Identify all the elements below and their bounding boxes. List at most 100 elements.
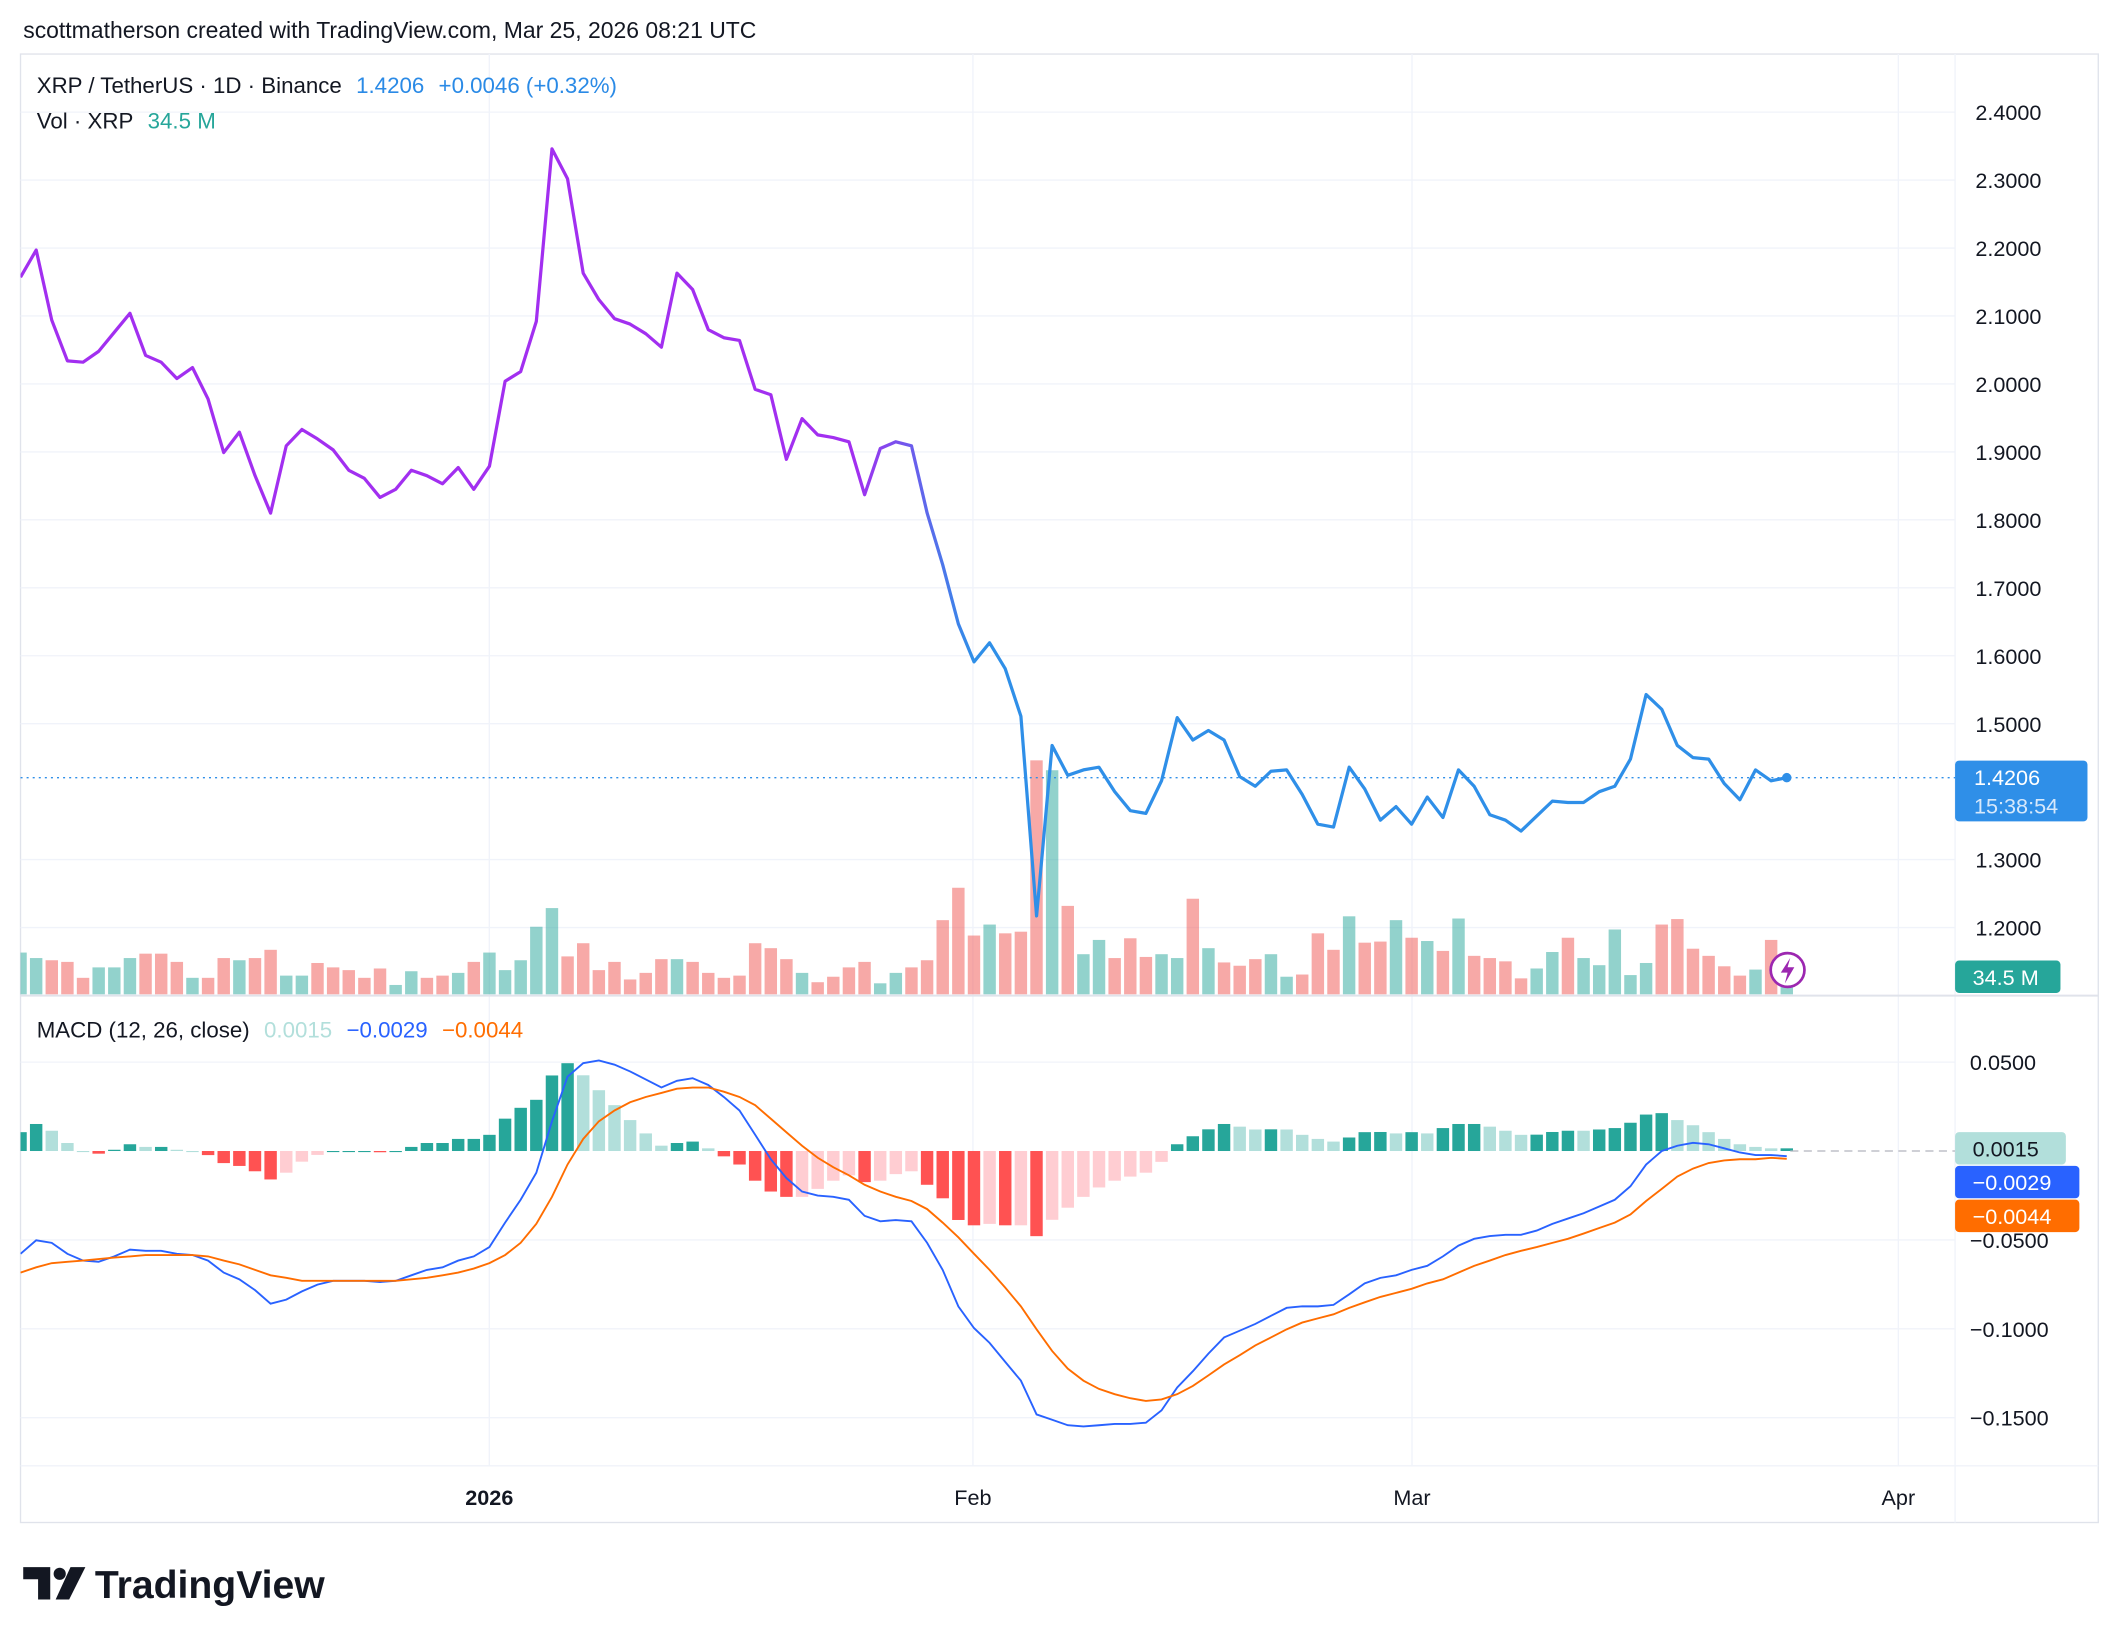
volume-bar — [342, 970, 355, 995]
volume-bar — [29, 958, 43, 995]
macd-histogram-bar — [264, 1151, 277, 1180]
macd-histogram-bar — [858, 1151, 871, 1183]
volume-bar — [577, 943, 590, 995]
price-line — [20, 147, 1788, 918]
macd-histogram-bar — [733, 1151, 746, 1165]
macd-histogram-bar — [1030, 1151, 1043, 1237]
volume-bar — [1374, 941, 1387, 995]
volume-bar — [733, 975, 746, 995]
macd-histogram-bar — [1186, 1136, 1200, 1152]
price-tick-label: 2.4000 — [1975, 100, 2041, 125]
volume-bar — [1639, 962, 1653, 995]
tradingview-logo-icon — [23, 1567, 86, 1600]
volume-bar — [358, 977, 371, 995]
macd-histogram-bar — [670, 1143, 684, 1152]
bar-countdown: 15:38:54 — [1974, 793, 2058, 818]
macd-tick-label: 0.0500 — [1970, 1050, 2036, 1075]
macd-histogram-bar — [655, 1145, 668, 1152]
macd-histogram-bar — [936, 1151, 949, 1199]
volume-bar — [123, 958, 137, 995]
last-price-dot — [1782, 772, 1792, 783]
macd-histogram — [20, 1063, 1793, 1237]
volume-bar — [467, 961, 481, 995]
volume-bar — [686, 961, 699, 995]
macd-histogram-bar — [451, 1138, 465, 1152]
macd-histogram-bar — [498, 1118, 512, 1152]
macd-histogram-bar — [29, 1123, 43, 1152]
volume-bar — [108, 967, 121, 995]
macd-histogram-bar — [1671, 1120, 1684, 1152]
macd-histogram-bar — [92, 1151, 105, 1154]
volume-bar — [639, 972, 652, 995]
volume-bar — [1499, 961, 1512, 995]
macd-histogram-bar — [1155, 1151, 1168, 1162]
macd-histogram-bar — [1514, 1134, 1528, 1152]
volume-bar — [1311, 933, 1325, 995]
macd-tick-label: −0.0500 — [1970, 1228, 2049, 1253]
price-tick-label: 2.3000 — [1975, 168, 2041, 193]
volume-bar — [780, 959, 793, 995]
volume-bar — [76, 977, 90, 995]
time-axis[interactable]: 2026 Feb Mar Apr — [465, 1485, 1915, 1510]
price-tick-label: 1.3000 — [1975, 848, 2041, 873]
volume-bar — [1342, 916, 1356, 995]
volume-bar — [967, 935, 981, 995]
volume-bar — [61, 961, 74, 995]
volume-bar — [436, 975, 449, 995]
macd-histogram-bar — [764, 1151, 778, 1192]
price-tick-label: 1.8000 — [1975, 508, 2041, 533]
volume-bar — [1327, 949, 1340, 995]
price-tick-label: 1.9000 — [1975, 440, 2041, 465]
volume-bar — [1624, 975, 1637, 995]
volume-bar — [1170, 958, 1184, 995]
macd-histogram-bar — [1077, 1151, 1090, 1197]
macd-histogram-bar — [905, 1151, 918, 1172]
volume-bar — [655, 959, 668, 995]
volume-bar — [1202, 948, 1215, 995]
macd-histogram-bar — [545, 1075, 559, 1152]
tradingview-logo[interactable]: TradingView — [23, 1564, 325, 1607]
volume-bar — [1733, 975, 1747, 995]
macd-histogram-bar — [780, 1151, 793, 1197]
macd-histogram-bar — [1045, 1151, 1059, 1220]
macd-signal-label: −0.0044 — [1955, 1199, 2080, 1233]
macd-histogram-bar — [514, 1107, 527, 1152]
volume-bar — [201, 977, 215, 995]
macd-histogram-bar — [358, 1151, 371, 1153]
volume-bar — [1671, 919, 1684, 995]
macd-histogram-bar — [233, 1151, 246, 1166]
macd-histogram-bar — [311, 1151, 324, 1155]
volume-bar — [1421, 941, 1434, 995]
macd-legend[interactable]: MACD (12, 26, close) 0.0015 −0.0029 −0.0… — [37, 1018, 523, 1043]
price-axis[interactable]: 2.4000 2.3000 2.2000 2.1000 2.0000 1.9000 1.80… — [1975, 100, 2041, 940]
macd-histogram-bar — [1452, 1123, 1465, 1152]
volume-legend[interactable]: Vol · XRP 34.5 M — [37, 108, 216, 133]
volume-bar — [1389, 920, 1403, 995]
volume-bar — [1436, 950, 1450, 995]
macd-histogram-bar — [45, 1130, 58, 1152]
price-tick-label: 2.2000 — [1975, 236, 2041, 261]
macd-histogram-bar — [295, 1151, 309, 1162]
volume-bar — [295, 975, 309, 995]
alert-button[interactable] — [1769, 951, 1806, 989]
macd-histogram-bar — [623, 1120, 637, 1152]
macd-histogram-bar — [1467, 1123, 1481, 1152]
macd-histogram-bar — [952, 1151, 965, 1220]
volume-bar — [45, 960, 58, 995]
volume-bar — [1092, 939, 1106, 995]
symbol-legend[interactable]: XRP / TetherUS · 1D · Binance 1.4206 +0.… — [37, 73, 617, 98]
volume-bar — [561, 956, 574, 995]
macd-histogram-bar — [1139, 1151, 1153, 1173]
volume-bar — [1561, 937, 1575, 995]
volume-title: Vol · XRP — [37, 108, 134, 133]
macd-histogram-bar — [123, 1144, 137, 1152]
macd-axis[interactable]: 0.0500 −0.0500 −0.1000 −0.1500 — [1970, 1050, 2049, 1431]
macd-histogram-bar — [1217, 1123, 1231, 1152]
volume-bar — [1483, 958, 1497, 995]
macd-histogram-bar — [1749, 1146, 1762, 1152]
macd-histogram-bar — [483, 1134, 496, 1152]
volume-bar — [1530, 968, 1543, 995]
volume-bar — [983, 924, 996, 995]
volume-bar — [717, 977, 731, 995]
